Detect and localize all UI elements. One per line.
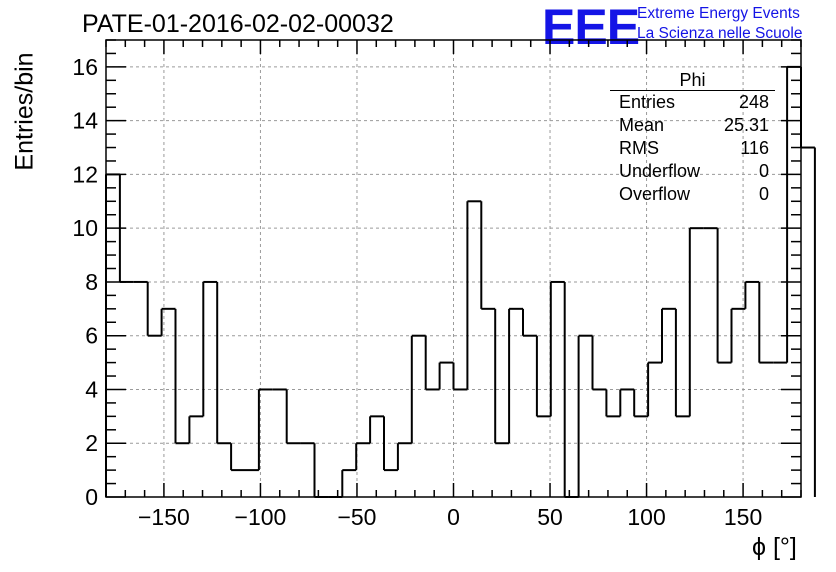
y-tick-label: 4 [85, 376, 98, 402]
x-tick-label: 50 [537, 504, 563, 530]
y-tick-label: 8 [85, 269, 98, 295]
stats-label: Overflow [619, 184, 691, 204]
x-tick-label: −100 [235, 504, 287, 530]
stats-row-overflow: Overflow 0 [610, 183, 775, 206]
stats-value: 25.31 [723, 115, 769, 135]
y-tick-labels: 0 2 4 6 8 10 12 14 16 [72, 54, 98, 510]
y-tick-label: 2 [85, 430, 98, 456]
chart-title: PATE-01-2016-02-02-00032 [82, 10, 394, 38]
x-axis-label: ϕ [°] [752, 533, 797, 561]
x-tick-label: 150 [724, 504, 762, 530]
eee-logo-text: Extreme Energy Events La Scienza nelle S… [637, 4, 802, 44]
axis-ticks [105, 39, 802, 498]
stats-title: Phi [610, 70, 775, 91]
x-tick-label: −150 [138, 504, 190, 530]
y-tick-label: 6 [85, 323, 98, 349]
stats-row-mean: Mean 25.31 [610, 114, 775, 137]
x-tick-label: 0 [447, 504, 460, 530]
grid-lines [106, 40, 801, 497]
stats-row-entries: Entries 248 [610, 91, 775, 114]
eee-logo: EEE [542, 0, 640, 55]
x-tick-label: −50 [337, 504, 376, 530]
stats-value: 116 [740, 138, 769, 158]
stats-label: Entries [619, 92, 676, 112]
y-tick-label: 16 [72, 54, 98, 80]
stats-label: RMS [619, 138, 659, 158]
x-tick-labels: −150 −100 −50 0 50 100 150 [138, 504, 762, 530]
stats-row-underflow: Underflow 0 [610, 160, 775, 183]
stats-value: 0 [758, 184, 769, 204]
stats-box: Phi Entries 248 Mean 25.31 RMS 116 Underflo… [610, 70, 775, 206]
stats-label: Underflow [619, 161, 701, 181]
eee-logo-line1: Extreme Energy Events [637, 5, 800, 22]
eee-logo-line2: La Scienza nelle Scuole [637, 25, 803, 42]
y-tick-label: 12 [72, 161, 98, 187]
y-tick-label: 14 [72, 108, 98, 134]
stats-label: Mean [619, 115, 665, 135]
stats-value: 0 [758, 161, 769, 181]
x-tick-label: 100 [627, 504, 665, 530]
stats-row-rms: RMS 116 [610, 137, 775, 160]
y-tick-label: 0 [85, 484, 98, 510]
stats-value: 248 [738, 92, 769, 112]
y-tick-label: 10 [72, 215, 98, 241]
y-axis-label: Entries/bin [10, 52, 39, 171]
